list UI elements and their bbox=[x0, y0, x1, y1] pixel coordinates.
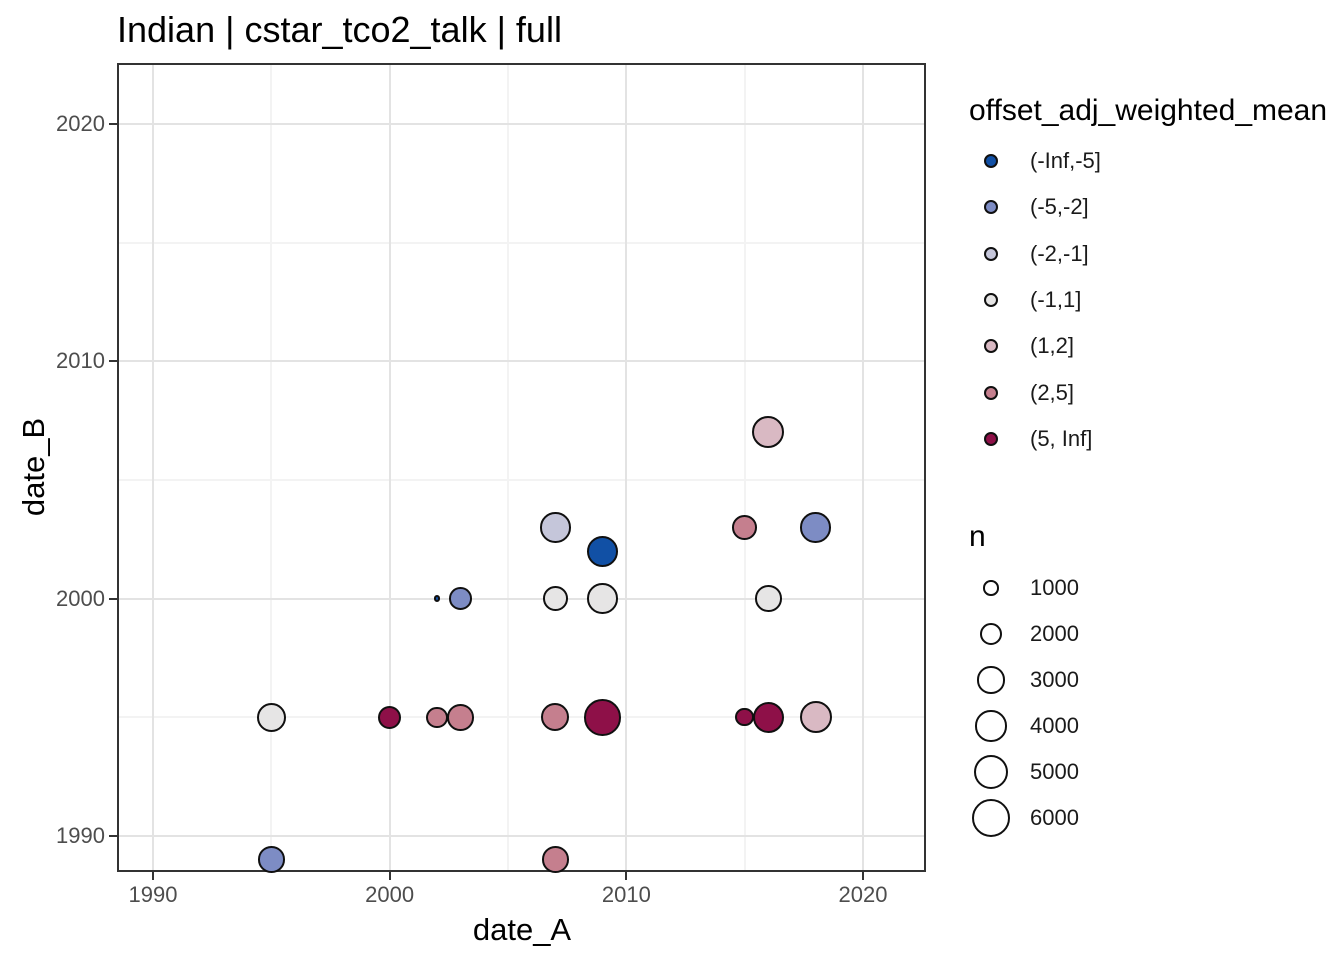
size-legend-title: n bbox=[969, 520, 986, 553]
gridline-y-major bbox=[119, 597, 924, 600]
x-tick-label: 2000 bbox=[365, 882, 415, 907]
data-point bbox=[449, 587, 472, 610]
size-legend-circle bbox=[971, 798, 1011, 838]
color-legend-swatch bbox=[984, 431, 998, 446]
data-point bbox=[732, 515, 758, 540]
size-legend-label: 2000 bbox=[1030, 621, 1079, 646]
color-legend-label: (2,5] bbox=[1030, 379, 1075, 405]
gridline-y-major bbox=[119, 360, 924, 363]
color-legend-swatch bbox=[984, 292, 998, 307]
gridline-x-major bbox=[151, 65, 154, 870]
x-tick-mark bbox=[862, 872, 865, 880]
data-point bbox=[755, 585, 782, 612]
x-tick-label: 1990 bbox=[128, 882, 178, 907]
size-legend-circle bbox=[979, 622, 1003, 646]
x-axis-title: date_A bbox=[472, 912, 572, 947]
y-tick-mark bbox=[109, 834, 117, 837]
y-tick-label: 2020 bbox=[56, 110, 105, 136]
gridline-x-minor bbox=[507, 65, 509, 870]
x-tick-label: 2010 bbox=[601, 882, 651, 907]
size-legend-circle bbox=[973, 754, 1009, 790]
color-legend-swatch bbox=[984, 385, 998, 400]
x-tick-mark bbox=[388, 872, 391, 880]
data-point bbox=[587, 583, 618, 614]
y-tick-mark bbox=[109, 597, 117, 600]
gridline-x-minor bbox=[270, 65, 273, 870]
data-point bbox=[447, 703, 474, 731]
gridline-y-major bbox=[119, 122, 924, 125]
data-point bbox=[541, 703, 570, 732]
data-point bbox=[433, 595, 441, 603]
data-point bbox=[542, 846, 569, 873]
data-point bbox=[587, 535, 619, 567]
x-tick-mark bbox=[151, 872, 154, 880]
color-legend-label: (-5,-2] bbox=[1030, 194, 1089, 220]
data-point bbox=[256, 702, 286, 732]
gridline-y-minor bbox=[119, 478, 924, 481]
gridline-x-major bbox=[388, 65, 391, 870]
color-legend-swatch bbox=[984, 200, 998, 215]
data-point bbox=[258, 846, 285, 873]
y-tick-label: 2010 bbox=[56, 348, 105, 374]
y-tick-mark bbox=[109, 122, 117, 125]
y-tick-label: 1990 bbox=[56, 822, 105, 848]
size-legend-circle bbox=[983, 580, 999, 596]
data-point bbox=[584, 698, 621, 736]
data-point bbox=[542, 586, 568, 611]
x-tick-label: 2020 bbox=[838, 882, 888, 907]
y-tick-mark bbox=[109, 360, 117, 363]
color-legend-title: offset_adj_weighted_mean bbox=[969, 94, 1328, 127]
size-legend-label: 5000 bbox=[1030, 759, 1079, 784]
gridline-y-minor bbox=[119, 241, 924, 244]
size-legend-label: 3000 bbox=[1030, 667, 1079, 692]
color-legend-label: (-2,-1] bbox=[1030, 240, 1089, 266]
gridline-y-minor bbox=[119, 716, 924, 719]
data-point bbox=[426, 706, 448, 729]
color-legend-label: (-Inf,-5] bbox=[1030, 148, 1101, 173]
y-tick-label: 2000 bbox=[56, 585, 105, 611]
size-legend-circle bbox=[975, 710, 1007, 742]
data-point bbox=[799, 701, 832, 734]
gridline-x-minor bbox=[743, 65, 746, 870]
data-point bbox=[752, 416, 785, 449]
data-point bbox=[800, 512, 831, 543]
color-legend-label: (5, Inf] bbox=[1030, 425, 1093, 451]
color-legend-swatch bbox=[984, 246, 998, 261]
x-tick-mark bbox=[625, 872, 628, 880]
color-legend-label: (1,2] bbox=[1030, 333, 1075, 359]
gridline-y-major bbox=[119, 834, 924, 837]
size-legend-label: 1000 bbox=[1030, 575, 1079, 600]
gridline-x-major bbox=[862, 65, 865, 870]
size-legend-label: 4000 bbox=[1030, 713, 1079, 738]
data-point bbox=[752, 701, 784, 733]
size-legend-label: 6000 bbox=[1030, 805, 1079, 830]
plot-panel bbox=[117, 63, 926, 872]
color-legend-label: (-1,1] bbox=[1030, 286, 1082, 312]
color-legend-swatch bbox=[984, 154, 998, 168]
data-point bbox=[378, 705, 402, 729]
data-point bbox=[540, 512, 571, 543]
color-legend-swatch bbox=[984, 339, 998, 354]
y-axis-title: date_B bbox=[16, 417, 51, 517]
size-legend-circle bbox=[977, 666, 1005, 694]
plot-title: Indian | cstar_tco2_talk | full bbox=[117, 9, 562, 50]
gridline-x-major bbox=[625, 65, 628, 870]
